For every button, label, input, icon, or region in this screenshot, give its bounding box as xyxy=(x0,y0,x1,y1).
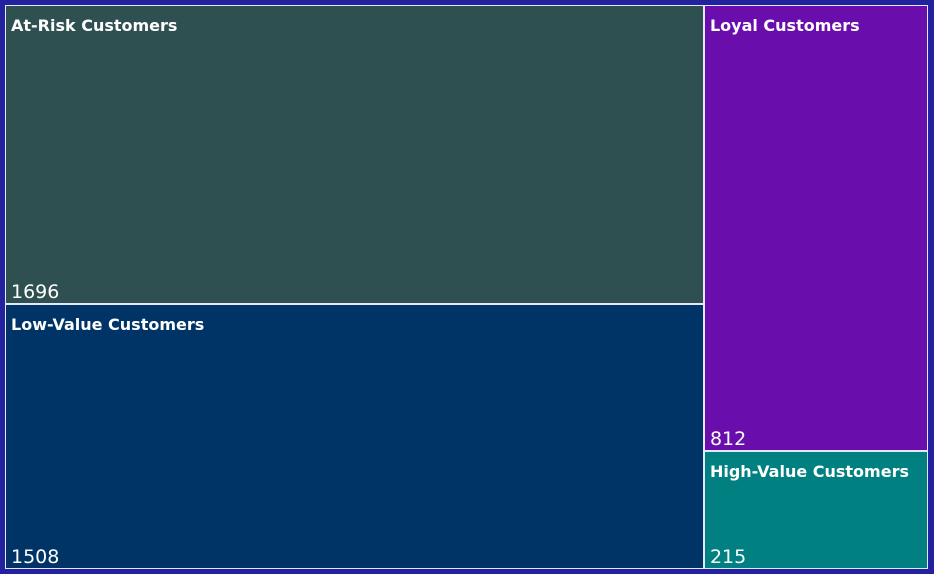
tile-value: 1696 xyxy=(11,280,60,303)
tile-value: 1508 xyxy=(11,545,60,568)
tile-label: Loyal Customers xyxy=(709,16,860,35)
tile-label: At-Risk Customers xyxy=(11,16,178,35)
tile-label: High-Value Customers xyxy=(709,461,909,481)
treemap-tile-loyal-customers[interactable]: Loyal Customers 812 xyxy=(703,5,928,451)
treemap-tile-high-value-customers[interactable]: High-Value Customers 215 xyxy=(703,450,928,569)
tile-label: Low-Value Customers xyxy=(11,314,205,334)
tile-value: 215 xyxy=(709,545,747,568)
tile-value: 812 xyxy=(709,427,747,450)
treemap-tile-low-value-customers[interactable]: Low-Value Customers 1508 xyxy=(5,303,704,569)
treemap-tile-at-risk-customers[interactable]: At-Risk Customers 1696 xyxy=(5,5,704,304)
